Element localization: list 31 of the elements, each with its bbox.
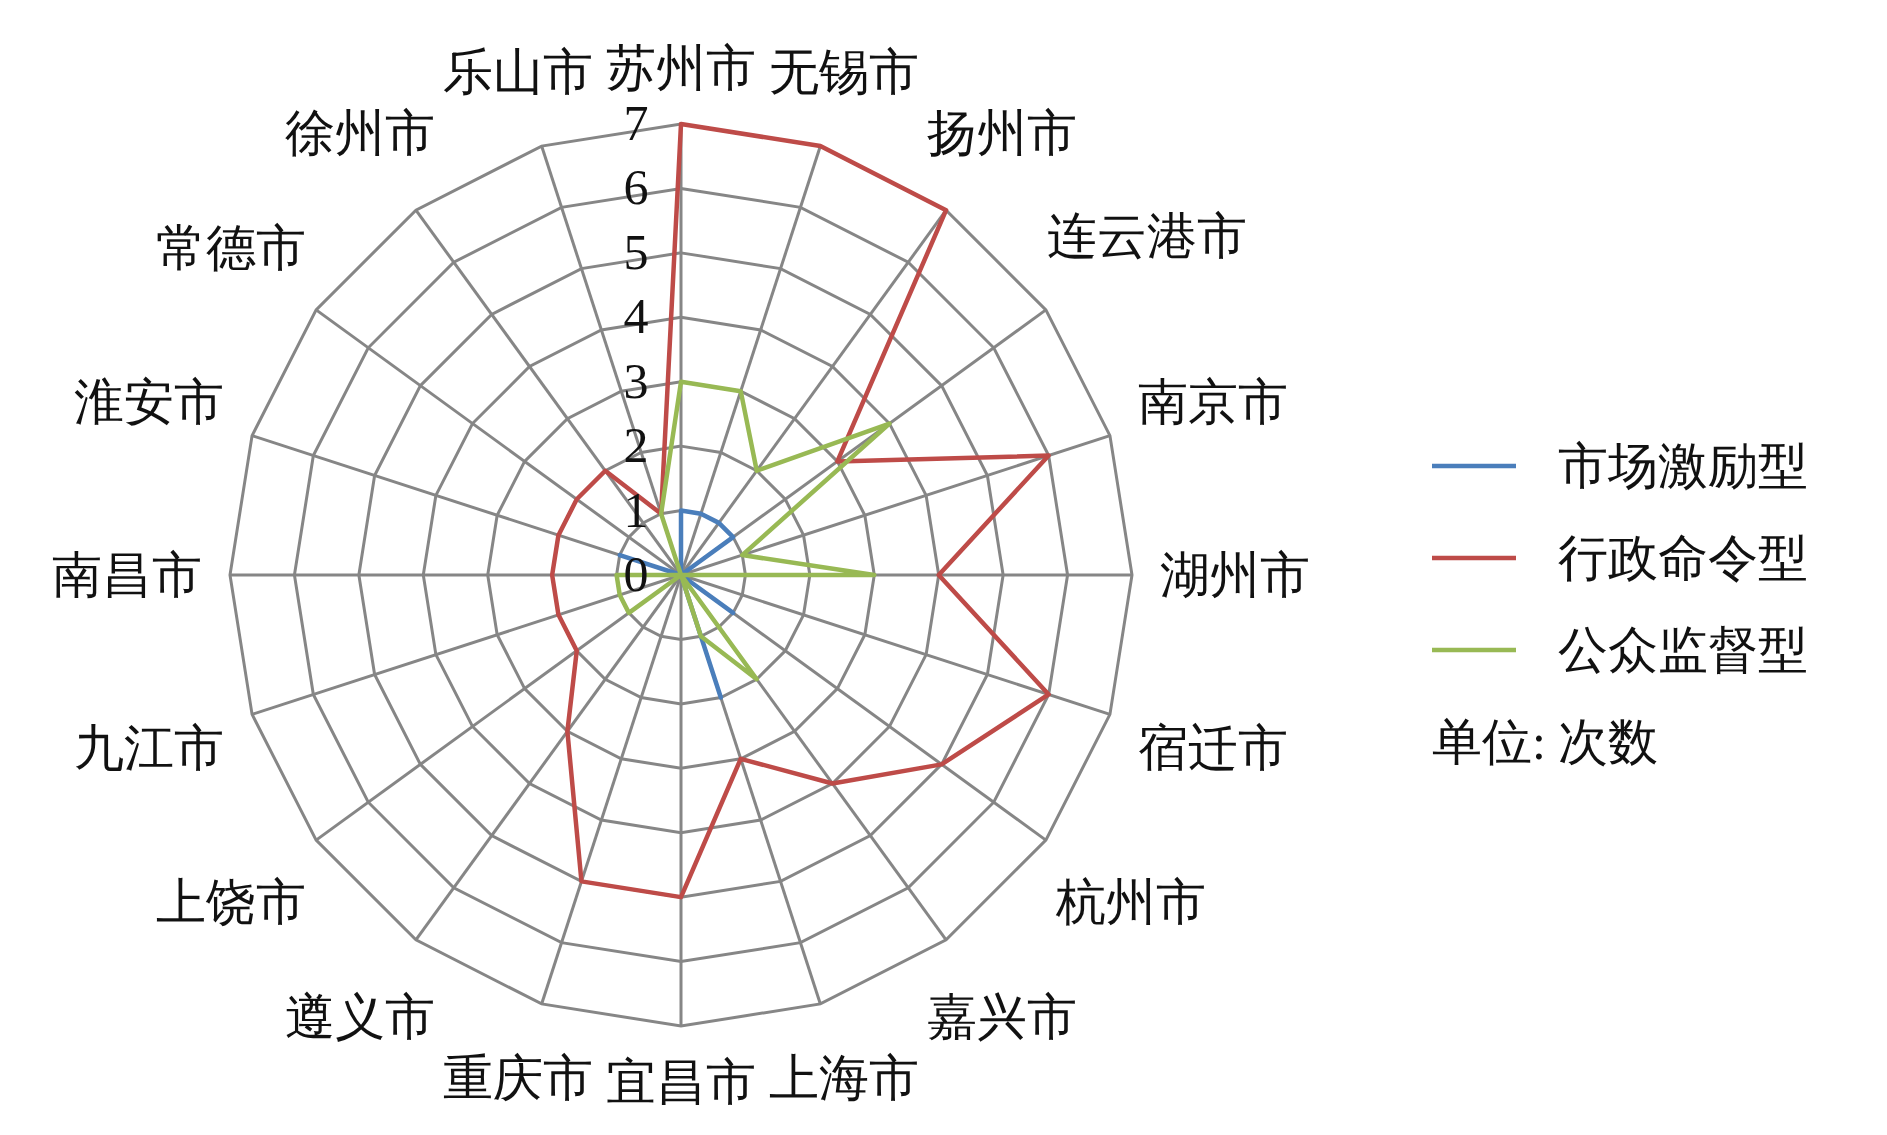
spoke-label: 南昌市: [52, 547, 202, 603]
y-tick-label: 3: [623, 352, 649, 409]
spoke-label: 宜昌市: [606, 1054, 756, 1110]
legend-label: 行政命令型: [1558, 530, 1808, 586]
spoke-label: 遵义市: [285, 988, 436, 1045]
legend-label: 公众监督型: [1558, 622, 1808, 678]
y-tick-label: 7: [623, 95, 649, 151]
spoke-label: 常德市: [156, 220, 307, 277]
y-tick-label: 1: [623, 481, 649, 538]
y-tick-label: 5: [623, 223, 649, 280]
spoke-label: 上饶市: [156, 873, 307, 930]
spoke-label: 重庆市: [442, 1049, 593, 1106]
spoke-label: 徐州市: [285, 105, 436, 162]
spoke-label: 宿迁市: [1137, 719, 1288, 776]
spoke-label: 无锡市: [769, 44, 920, 101]
legend-label: 市场激励型: [1558, 438, 1808, 494]
spoke-label: 九江市: [74, 719, 225, 776]
spoke-label: 苏州市: [606, 40, 756, 96]
spoke-label: 湖州市: [1160, 547, 1310, 603]
spoke-label: 嘉兴市: [926, 988, 1077, 1045]
spoke-label: 连云港市: [1047, 208, 1248, 265]
spoke-label: 上海市: [769, 1049, 920, 1106]
spoke-label: 淮安市: [74, 374, 225, 431]
y-tick-label: 2: [623, 417, 649, 474]
y-tick-label: 4: [623, 288, 649, 345]
spoke-label: 扬州市: [926, 105, 1077, 162]
spoke-label: 杭州市: [1054, 873, 1206, 930]
spoke-label: 乐山市: [442, 44, 593, 101]
text: 单位: 次数: [1432, 714, 1659, 770]
y-tick-label: 6: [623, 159, 649, 216]
spoke-label: 南京市: [1137, 374, 1288, 431]
